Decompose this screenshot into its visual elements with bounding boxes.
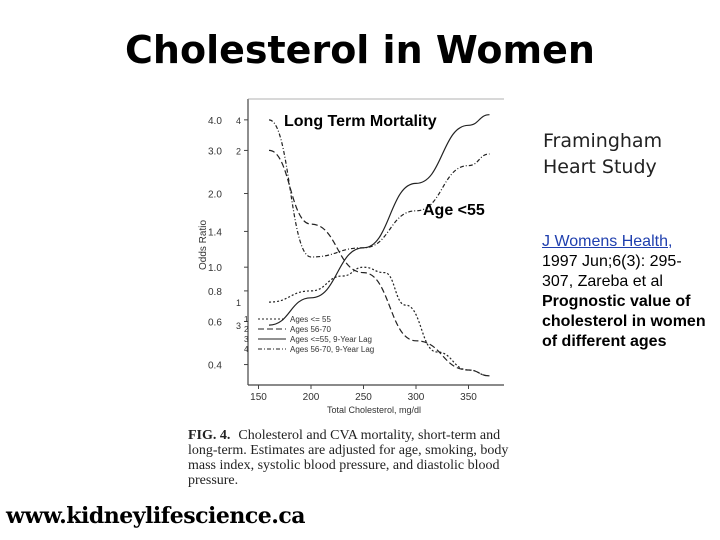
y-axis-label: Odds Ratio: [198, 220, 209, 270]
legend-number: 3: [244, 335, 249, 344]
series-number-label: 2: [236, 146, 241, 156]
website-url: www.kidneylifescience.ca: [6, 503, 306, 529]
figure-caption: FIG. 4. Cholesterol and CVA mortality, sh…: [188, 428, 518, 488]
y-tick-label: 0.8: [208, 287, 222, 298]
figure-caption-text: Cholesterol and CVA mortality, short-ter…: [188, 428, 509, 488]
y-tick-label: 3.0: [208, 146, 222, 157]
y-tick-label: 4.0: [208, 116, 222, 127]
citation-title: Prognostic value of cholesterol in women…: [542, 293, 706, 350]
x-axis-label: Total Cholesterol, mg/dl: [327, 405, 421, 415]
x-tick-label: 250: [355, 392, 372, 403]
legend-number: 2: [244, 325, 249, 334]
study-name-line-1: Framingham: [543, 130, 663, 152]
study-name: Framingham Heart Study: [543, 128, 662, 180]
series-number-label: 3: [236, 321, 241, 331]
citation: J Womens Health, 1997 Jun;6(3): 295-307,…: [542, 232, 712, 352]
long-term-mortality-label: Long Term Mortality: [284, 113, 437, 131]
slide-title: Cholesterol in Women: [125, 28, 595, 72]
odds-ratio-chart: 0.4 0.6 0.8 1.0 1.4 2.0 3.0 4.0 150 200 250 300 350 T…: [198, 98, 504, 415]
study-name-line-2: Heart Study: [543, 156, 657, 178]
y-tick-label: 2.0: [208, 190, 222, 201]
y-tick-label: 1.0: [208, 263, 222, 274]
x-tick-label: 200: [303, 392, 320, 403]
series-line-3: [268, 114, 490, 326]
journal-link[interactable]: J Womens Health,: [542, 233, 673, 250]
series-line-4: [268, 119, 490, 258]
y-tick-label: 0.4: [208, 361, 222, 372]
age-label: Age <55: [423, 202, 485, 219]
series-line-1: [268, 266, 490, 377]
legend-entry-label: Ages <= 55: [290, 315, 331, 324]
citation-reference: 1997 Jun;6(3): 295-307, Zareba et al: [542, 253, 682, 290]
series-number-label: 4: [236, 116, 241, 126]
legend-entry-label: Ages <=55, 9-Year Lag: [290, 335, 372, 344]
x-tick-label: 350: [460, 392, 477, 403]
x-tick-label: 300: [408, 392, 425, 403]
series-number-label: 1: [236, 298, 241, 308]
series-line-2: [268, 149, 490, 377]
legend-number: 1: [244, 315, 249, 324]
legend-entry-label: Ages 56-70: [290, 325, 331, 334]
legend-number: 4: [244, 345, 249, 354]
x-tick-label: 150: [250, 392, 267, 403]
scanned-figure: 0.4 0.6 0.8 1.0 1.4 2.0 3.0 4.0 150 200 250 300 350 T…: [186, 93, 522, 493]
legend-entry-label: Ages 56-70, 9-Year Lag: [290, 345, 374, 354]
y-tick-label: 0.6: [208, 317, 222, 328]
figure-caption-label: FIG. 4.: [188, 428, 231, 443]
y-tick-label: 1.4: [208, 227, 222, 238]
